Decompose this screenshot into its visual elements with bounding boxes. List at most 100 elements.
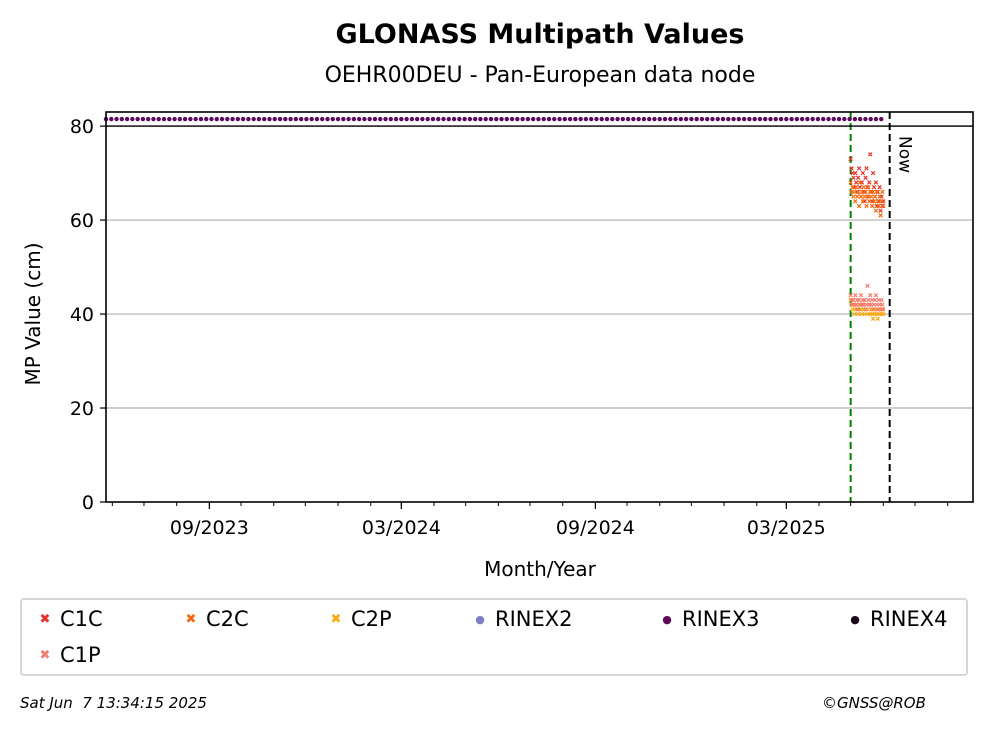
data-point-rinex3 bbox=[541, 116, 546, 122]
data-point-rinex3 bbox=[256, 116, 262, 122]
data-point-rinex3 bbox=[868, 116, 873, 122]
data-point-c2c bbox=[869, 203, 875, 209]
data-point-rinex3 bbox=[525, 116, 531, 122]
y-tick-label: 80 bbox=[70, 116, 94, 138]
data-point-rinex3 bbox=[430, 116, 436, 122]
data-point-rinex3 bbox=[810, 116, 815, 122]
data-point-c2c bbox=[877, 194, 882, 199]
data-point-c2p bbox=[852, 311, 857, 317]
data-point-c2c bbox=[851, 194, 856, 199]
legend-label: RINEX2 bbox=[495, 607, 573, 631]
data-point-rinex3 bbox=[119, 116, 125, 122]
data-point-c1c bbox=[877, 184, 882, 190]
data-point-rinex3 bbox=[578, 116, 583, 122]
data-point-rinex3 bbox=[335, 116, 341, 122]
data-point-c2c bbox=[856, 203, 862, 209]
y-tick-label: 0 bbox=[82, 492, 94, 514]
data-point-c1c bbox=[870, 170, 876, 176]
legend-label: C2C bbox=[206, 607, 249, 631]
data-point-c1p bbox=[873, 293, 879, 298]
legend-label: C1P bbox=[60, 643, 101, 667]
legend-item-rinex3: ● RINEX3 bbox=[658, 607, 759, 631]
data-point-rinex3 bbox=[599, 116, 604, 122]
data-point-rinex3 bbox=[594, 116, 599, 122]
data-point-rinex3 bbox=[314, 116, 320, 122]
data-point-rinex3 bbox=[161, 116, 167, 122]
data-point-c2c bbox=[861, 184, 866, 190]
data-point-c2c bbox=[865, 194, 870, 199]
data-point-c1c bbox=[854, 180, 859, 185]
data-point-rinex3 bbox=[346, 116, 351, 122]
data-point-rinex3 bbox=[625, 116, 631, 122]
data-point-rinex3 bbox=[277, 116, 283, 122]
data-point-rinex3 bbox=[167, 116, 172, 122]
data-point-rinex3 bbox=[425, 116, 430, 122]
data-point-c1c bbox=[863, 175, 868, 181]
data-point-rinex3 bbox=[446, 116, 451, 122]
data-point-c2c bbox=[850, 184, 855, 190]
legend-label: RINEX4 bbox=[870, 607, 948, 631]
data-point-c1p bbox=[881, 307, 886, 312]
data-point-c2c bbox=[874, 189, 880, 195]
data-point-rinex3 bbox=[731, 116, 736, 122]
data-point-rinex3 bbox=[784, 116, 789, 122]
data-point-rinex3 bbox=[641, 116, 647, 122]
y-tick-label: 20 bbox=[70, 398, 94, 420]
data-point-c2c bbox=[860, 199, 866, 204]
data-point-rinex3 bbox=[267, 116, 272, 122]
plot-area: 0 20 40 60 80 09/2023 03/2024 09/2024 03/2025 Now bbox=[70, 111, 974, 539]
data-point-rinex3 bbox=[494, 116, 499, 122]
data-point-rinex3 bbox=[341, 116, 346, 122]
data-point-rinex3 bbox=[204, 116, 209, 122]
data-point-rinex3 bbox=[557, 116, 562, 122]
data-point-rinex3 bbox=[794, 116, 800, 122]
data-point-rinex3 bbox=[251, 116, 256, 122]
data-point-rinex3 bbox=[462, 116, 467, 122]
data-point-c2c bbox=[848, 180, 853, 185]
data-point-rinex3 bbox=[214, 116, 219, 122]
data-point-rinex3 bbox=[362, 116, 367, 122]
data-point-rinex3 bbox=[567, 116, 573, 122]
data-point-rinex3 bbox=[488, 116, 494, 122]
data-point-rinex3 bbox=[393, 116, 399, 122]
data-point-c1p bbox=[868, 293, 873, 298]
data-point-c1c bbox=[865, 184, 870, 190]
data-point-c1c bbox=[857, 184, 863, 190]
data-point-rinex3 bbox=[789, 116, 794, 122]
data-point-rinex3 bbox=[689, 116, 694, 122]
legend: ✖ C1C ✖ C2C ✖ C2P ● RINEX2 ● RINEX3 ● RINEX4 ✖… bbox=[20, 598, 968, 676]
x-marker-icon: ✖ bbox=[39, 648, 51, 663]
legend-item-rinex4: ● RINEX4 bbox=[846, 607, 948, 631]
data-point-c2c bbox=[867, 199, 872, 204]
legend-item-rinex2: ● RINEX2 bbox=[471, 607, 573, 631]
data-point-rinex3 bbox=[240, 116, 246, 122]
data-point-c2p bbox=[875, 316, 880, 321]
data-point-c2c bbox=[853, 199, 858, 204]
data-point-c2c bbox=[873, 208, 879, 213]
data-point-rinex3 bbox=[836, 116, 842, 122]
data-point-rinex3 bbox=[763, 116, 768, 122]
data-point-c1p bbox=[866, 297, 871, 303]
data-point-c2c bbox=[878, 213, 883, 218]
dot-marker-icon: ● bbox=[662, 613, 672, 626]
data-point-rinex3 bbox=[467, 116, 473, 122]
data-point-rinex3 bbox=[441, 116, 446, 122]
data-point-rinex3 bbox=[573, 116, 578, 122]
data-point-c1c bbox=[873, 180, 879, 185]
data-point-c2c bbox=[879, 199, 884, 204]
data-point-c2c bbox=[855, 189, 861, 195]
data-point-c1p bbox=[848, 293, 853, 298]
data-point-rinex3 bbox=[351, 116, 357, 122]
dot-marker-icon: ● bbox=[475, 613, 485, 626]
data-point-rinex3 bbox=[504, 116, 510, 122]
data-point-c1p bbox=[858, 293, 864, 298]
data-point-rinex3 bbox=[736, 116, 742, 122]
x-marker-icon: ✖ bbox=[39, 612, 51, 627]
data-point-c1c bbox=[849, 166, 854, 171]
data-point-rinex3 bbox=[436, 116, 441, 122]
dot-marker-icon: ● bbox=[850, 613, 860, 626]
data-point-rinex3 bbox=[114, 116, 119, 122]
data-point-rinex3 bbox=[631, 116, 636, 122]
data-point-c1c bbox=[853, 170, 858, 176]
